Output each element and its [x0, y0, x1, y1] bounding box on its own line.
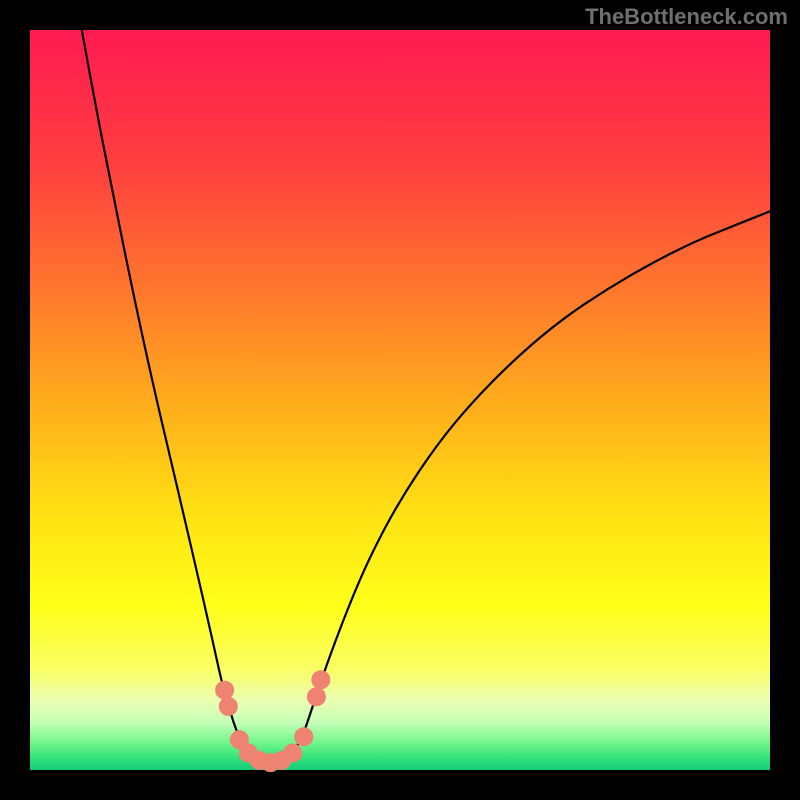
curve-marker: [295, 728, 313, 746]
curve-marker: [219, 697, 237, 715]
bottleneck-curve-chart: [0, 0, 800, 800]
curve-marker: [307, 688, 325, 706]
plot-background: [30, 30, 770, 770]
chart-container: TheBottleneck.com: [0, 0, 800, 800]
curve-marker: [312, 671, 330, 689]
watermark-text: TheBottleneck.com: [585, 4, 788, 30]
curve-marker: [284, 744, 302, 762]
curve-marker: [216, 681, 234, 699]
